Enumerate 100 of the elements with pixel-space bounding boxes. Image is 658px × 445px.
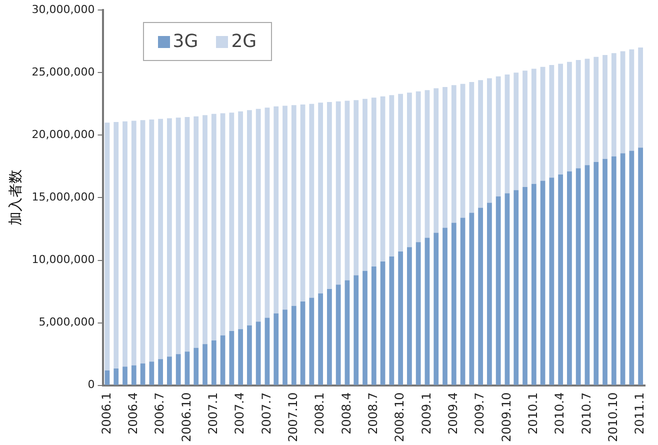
x-tick-label: 2010.4 <box>552 392 567 434</box>
bar <box>140 363 146 385</box>
bar <box>434 88 439 233</box>
bar <box>247 325 252 385</box>
bar <box>407 247 412 385</box>
bar <box>238 111 244 330</box>
bar <box>336 284 341 385</box>
x-tick-label: 2006.1 <box>99 392 114 434</box>
bar <box>211 340 216 385</box>
bar <box>354 275 359 385</box>
bar <box>176 354 181 385</box>
bar <box>184 116 190 352</box>
bar <box>309 298 314 385</box>
bar <box>202 115 208 344</box>
bar <box>567 62 572 172</box>
x-tick-label: 2010.7 <box>579 392 594 434</box>
bar <box>362 270 368 385</box>
bar <box>478 80 484 208</box>
bar <box>256 108 261 322</box>
bar <box>469 212 474 385</box>
bar <box>291 105 296 306</box>
bar <box>104 370 110 385</box>
bar <box>104 122 110 370</box>
bar <box>344 280 350 385</box>
bar <box>531 68 536 184</box>
bar <box>264 318 270 385</box>
bar <box>220 335 226 385</box>
x-tick-label: 2009.1 <box>419 392 434 434</box>
bar <box>620 153 626 385</box>
bar <box>460 84 466 218</box>
bar <box>211 114 216 340</box>
bar <box>629 150 634 385</box>
bar <box>434 232 439 385</box>
x-tick-label: 2008.7 <box>366 392 380 434</box>
bar <box>300 302 306 385</box>
bar <box>274 313 279 385</box>
x-tick-label: 2006.10 <box>179 392 194 442</box>
bar <box>131 120 136 366</box>
bar <box>584 165 590 385</box>
bar <box>202 344 208 385</box>
bar <box>398 94 404 252</box>
bar <box>416 242 421 385</box>
bar <box>514 72 519 190</box>
x-tick-label: 2008.4 <box>339 392 354 434</box>
bar <box>549 178 554 385</box>
bar <box>122 121 128 367</box>
bar <box>460 218 466 385</box>
x-tick-label: 2010.10 <box>606 392 620 442</box>
bar <box>504 74 510 194</box>
y-tick-label: 25,000,000 <box>32 65 95 78</box>
bar <box>274 106 279 314</box>
bar <box>167 118 172 357</box>
bar <box>282 310 288 385</box>
bar <box>131 365 136 385</box>
x-tick-label: 2006.7 <box>152 392 167 434</box>
bar <box>318 102 324 294</box>
x-tick-label: 2010.1 <box>526 392 540 434</box>
y-tick-label: 5,000,000 <box>38 316 95 329</box>
bar <box>114 122 119 368</box>
bar <box>300 104 306 302</box>
bar <box>522 187 528 385</box>
bar <box>380 262 386 385</box>
bar <box>327 102 332 290</box>
bar <box>478 208 484 385</box>
bar <box>496 196 501 385</box>
bar <box>611 53 616 156</box>
bar <box>620 51 626 154</box>
bar <box>264 108 270 318</box>
bar <box>549 65 554 178</box>
bar <box>362 98 368 271</box>
bar <box>114 368 119 385</box>
bar <box>567 171 572 385</box>
x-tick-label: 2007.10 <box>286 392 300 442</box>
bar <box>371 98 376 267</box>
x-tick-label: 2009.10 <box>499 392 514 442</box>
bar <box>558 174 564 385</box>
bar <box>496 76 501 196</box>
bar <box>469 82 474 213</box>
bar <box>576 60 581 168</box>
y-tick-label: 15,000,000 <box>32 190 95 204</box>
bar <box>158 359 164 385</box>
legend-label: 2G <box>231 31 257 52</box>
bar <box>424 90 430 238</box>
bar <box>229 330 234 385</box>
bar <box>238 329 244 385</box>
bar <box>344 100 350 280</box>
bar <box>451 222 456 385</box>
bar <box>194 348 199 385</box>
bar <box>194 116 199 348</box>
bar <box>611 156 616 385</box>
bar <box>122 366 128 385</box>
bar <box>442 86 448 228</box>
bar <box>407 92 412 248</box>
y-tick-label: 10,000,000 <box>32 253 95 266</box>
bar <box>389 95 394 256</box>
bar <box>184 352 190 385</box>
bar <box>594 56 599 162</box>
bar <box>398 251 404 385</box>
bar <box>629 49 634 151</box>
x-tick-label: 2009.4 <box>446 392 460 434</box>
